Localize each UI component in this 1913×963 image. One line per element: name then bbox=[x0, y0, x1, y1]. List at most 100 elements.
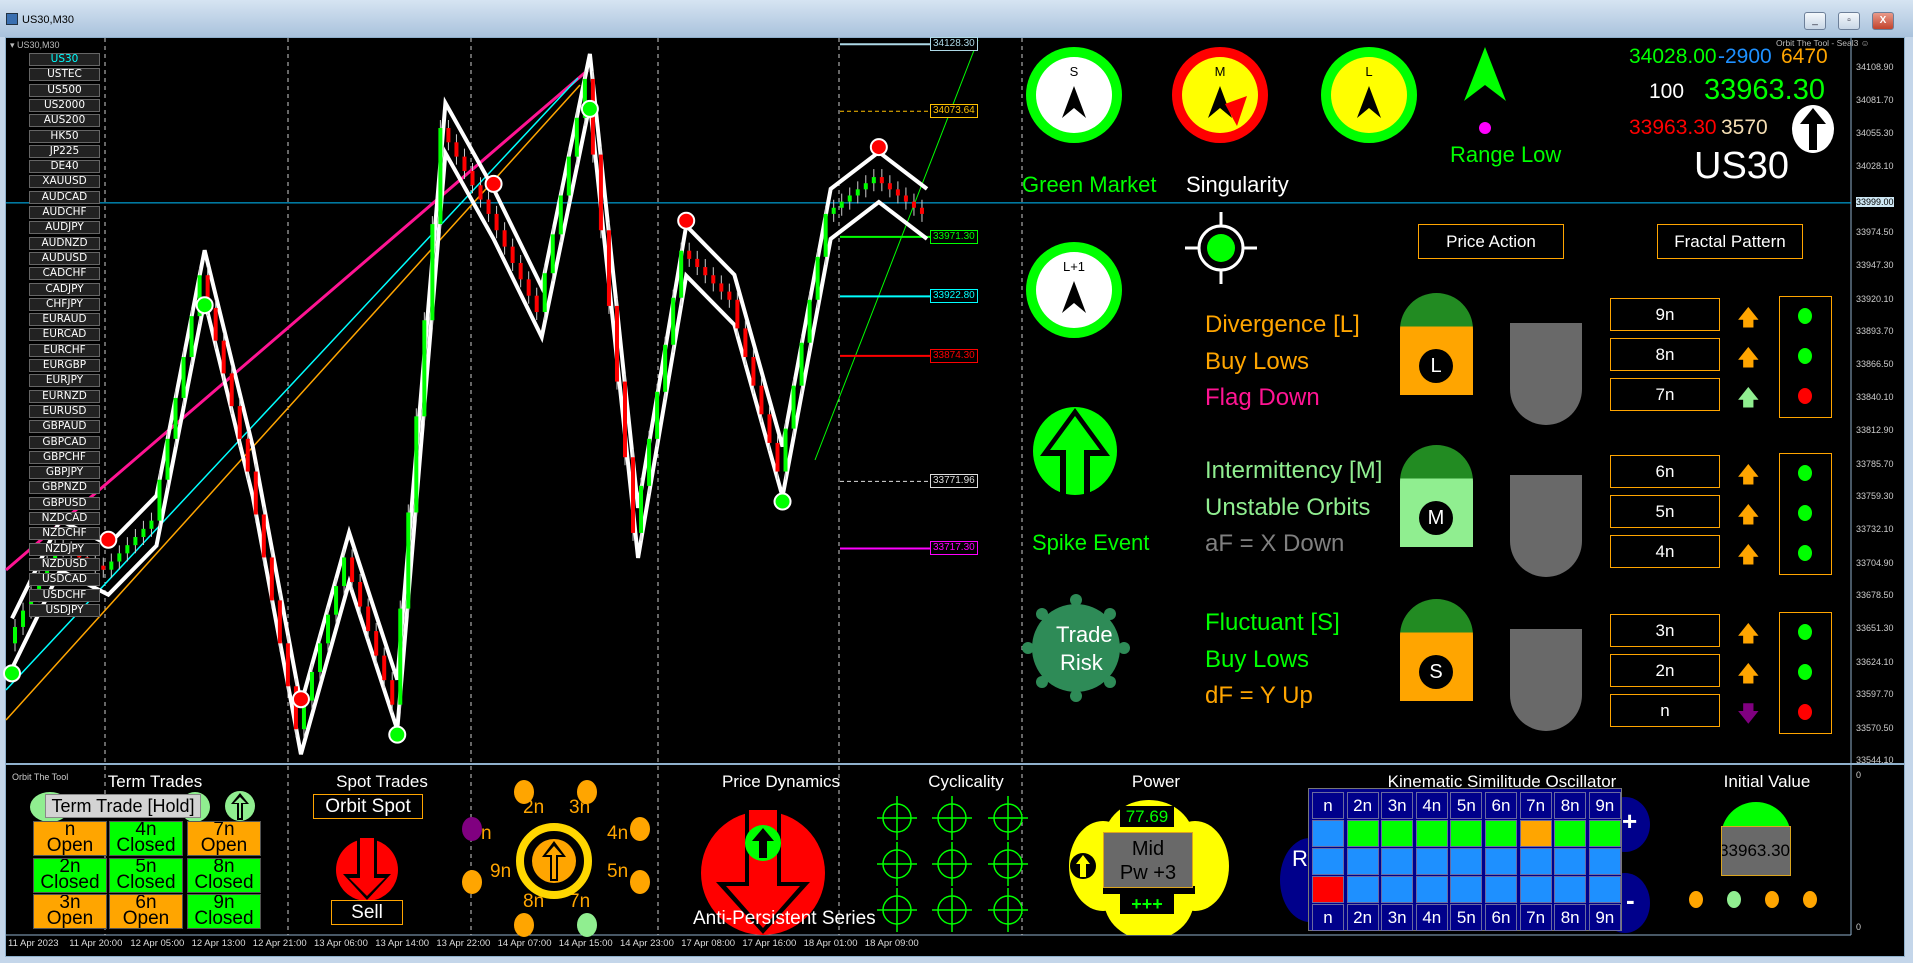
sell-button[interactable]: Sell bbox=[331, 900, 403, 925]
symbol-button-chfjpy[interactable]: CHFJPY bbox=[29, 297, 100, 311]
term-trade-cell-8n[interactable]: 8n Closed bbox=[187, 858, 261, 893]
symbol-button-eurcad[interactable]: EURCAD bbox=[29, 328, 100, 342]
term-trade-cell-5n[interactable]: 5n Closed bbox=[109, 858, 183, 893]
kso-cell[interactable] bbox=[1519, 876, 1552, 903]
symbol-button-us2000[interactable]: US2000 bbox=[29, 98, 100, 112]
symbol-button-hk50[interactable]: HK50 bbox=[29, 129, 100, 143]
symbol-button-audnzd[interactable]: AUDNZD bbox=[29, 236, 100, 250]
kso-cell[interactable] bbox=[1346, 848, 1379, 875]
candle bbox=[149, 520, 154, 529]
symbol-button-jp225[interactable]: JP225 bbox=[29, 144, 100, 158]
compass-m[interactable]: M bbox=[1171, 46, 1269, 144]
kso-cell[interactable] bbox=[1450, 848, 1483, 875]
term-trade-cell-2n[interactable]: 2n Closed bbox=[33, 858, 107, 893]
kso-cell[interactable] bbox=[1346, 876, 1379, 903]
symbol-button-eurgbp[interactable]: EURGBP bbox=[29, 359, 100, 372]
term-trade-cell-7n[interactable]: 7n Open bbox=[187, 821, 261, 856]
kso-cell[interactable] bbox=[1312, 848, 1344, 875]
kso-cell[interactable] bbox=[1312, 820, 1344, 847]
anti-persistent-text: Anti-Persistent Series bbox=[693, 908, 876, 929]
symbol-button-audusd[interactable]: AUDUSD bbox=[29, 251, 100, 265]
trade-risk-text-1: Trade bbox=[1056, 622, 1113, 647]
kso-cell[interactable] bbox=[1519, 848, 1552, 875]
kso-cell[interactable] bbox=[1485, 820, 1517, 847]
symbol-button-eurchf[interactable]: EURCHF bbox=[29, 343, 100, 357]
time-axis-label: 12 Apr 13:00 bbox=[191, 938, 246, 949]
kso-cell[interactable] bbox=[1415, 876, 1448, 903]
symbol-button-gbpjpy[interactable]: GBPJPY bbox=[29, 466, 100, 480]
minimize-button[interactable]: _ bbox=[1804, 12, 1826, 30]
symbol-button-audchf[interactable]: AUDCHF bbox=[29, 206, 100, 219]
candle bbox=[598, 154, 603, 231]
symbol-button-eurnzd[interactable]: EURNZD bbox=[29, 389, 100, 403]
symbol-button-nzdjpy[interactable]: NZDJPY bbox=[29, 542, 100, 556]
symbol-button-aus200[interactable]: AUS200 bbox=[29, 114, 100, 128]
symbol-button-eurusd[interactable]: EURUSD bbox=[29, 404, 100, 418]
orbit-spot-button[interactable]: Orbit Spot bbox=[313, 794, 423, 819]
symbol-button-nzdcad[interactable]: NZDCAD bbox=[29, 512, 100, 525]
symbol-button-usdjpy[interactable]: USDJPY bbox=[29, 603, 100, 617]
symbol-button-xauusd[interactable]: XAUUSD bbox=[29, 175, 100, 189]
kso-cell[interactable] bbox=[1485, 876, 1517, 903]
kso-cell[interactable] bbox=[1519, 820, 1552, 847]
term-trade-cell-6n[interactable]: 6n Open bbox=[109, 894, 183, 929]
spike-up-arrow-icon bbox=[1033, 407, 1117, 495]
symbol-button-audcad[interactable]: AUDCAD bbox=[29, 190, 100, 204]
kso-cell[interactable] bbox=[1554, 848, 1587, 875]
symbol-button-audjpy[interactable]: AUDJPY bbox=[29, 221, 100, 235]
close-button[interactable]: X bbox=[1872, 12, 1894, 30]
kso-cell[interactable] bbox=[1346, 820, 1379, 847]
compass-s[interactable]: S bbox=[1025, 46, 1123, 144]
symbol-button-ustec[interactable]: USTEC bbox=[29, 68, 100, 82]
kso-cell[interactable] bbox=[1450, 876, 1483, 903]
symbol-button-nzdchf[interactable]: NZDCHF bbox=[29, 527, 100, 541]
term-trade-hold-button[interactable]: Term Trade [Hold] bbox=[45, 794, 201, 818]
kso-cell[interactable] bbox=[1588, 848, 1621, 875]
symbol-button-gbpchf[interactable]: GBPCHF bbox=[29, 450, 100, 464]
symbol-button-eurjpy[interactable]: EURJPY bbox=[29, 374, 100, 388]
term-cell-status: Closed bbox=[194, 908, 254, 929]
candle bbox=[759, 385, 764, 415]
kso-cell[interactable] bbox=[1554, 876, 1587, 903]
kso-cell[interactable] bbox=[1588, 876, 1621, 903]
kso-cell[interactable] bbox=[1588, 820, 1621, 847]
symbol-button-nzdusd[interactable]: NZDUSD bbox=[29, 557, 100, 571]
term-trade-cell-n[interactable]: n Open bbox=[33, 821, 107, 856]
symbol-button-cadjpy[interactable]: CADJPY bbox=[29, 282, 100, 296]
kso-cell[interactable] bbox=[1485, 848, 1517, 875]
compass-l[interactable]: L bbox=[1320, 46, 1418, 144]
compass-lplus1[interactable]: L+1 bbox=[1025, 241, 1123, 339]
symbol-button-usdcad[interactable]: USDCAD bbox=[29, 573, 100, 587]
kso-cell[interactable] bbox=[1381, 848, 1414, 875]
price-action-button[interactable]: Price Action bbox=[1418, 224, 1564, 259]
candle bbox=[309, 671, 314, 701]
symbol-button-gbpaud[interactable]: GBPAUD bbox=[29, 420, 100, 434]
term-trade-cell-3n[interactable]: 3n Open bbox=[33, 894, 107, 929]
symbol-button-gbpcad[interactable]: GBPCAD bbox=[29, 435, 100, 449]
symbol-button-de40[interactable]: DE40 bbox=[29, 160, 100, 174]
symbol-button-euraud[interactable]: EURAUD bbox=[29, 313, 100, 327]
term-trade-cell-4n[interactable]: 4n Closed bbox=[109, 821, 183, 856]
kso-cell[interactable] bbox=[1312, 876, 1344, 903]
price-dynamics-title: Price Dynamics bbox=[721, 772, 841, 791]
price-level-label: 34073.64 bbox=[930, 104, 978, 119]
symbol-button-usdchf[interactable]: USDCHF bbox=[29, 588, 100, 602]
kso-cell[interactable] bbox=[1415, 848, 1448, 875]
kso-cell[interactable] bbox=[1415, 820, 1448, 847]
price-axis-tick: 33999.00 bbox=[1856, 196, 1894, 207]
kso-cell[interactable] bbox=[1381, 876, 1414, 903]
symbol-button-gbpnzd[interactable]: GBPNZD bbox=[29, 481, 100, 495]
symbol-button-cadchf[interactable]: CADCHF bbox=[29, 267, 100, 281]
term-trade-cell-9n[interactable]: 9n Closed bbox=[187, 894, 261, 929]
time-axis-label: 14 Apr 23:00 bbox=[620, 938, 674, 949]
kso-cell[interactable] bbox=[1554, 820, 1587, 847]
kso-cell[interactable] bbox=[1450, 820, 1483, 847]
symbol-button-us500[interactable]: US500 bbox=[29, 83, 100, 97]
kso-cell[interactable] bbox=[1381, 820, 1414, 847]
price-level-label: 33971.30 bbox=[930, 229, 978, 244]
fractal-pattern-button[interactable]: Fractal Pattern bbox=[1657, 224, 1803, 259]
restore-button[interactable]: ▫ bbox=[1838, 12, 1860, 30]
symbol-button-us30[interactable]: US30 bbox=[29, 53, 100, 66]
symbol-button-gbpusd[interactable]: GBPUSD bbox=[29, 496, 100, 510]
chart-symbol-label[interactable]: ▾ US30,M30 bbox=[10, 40, 60, 50]
